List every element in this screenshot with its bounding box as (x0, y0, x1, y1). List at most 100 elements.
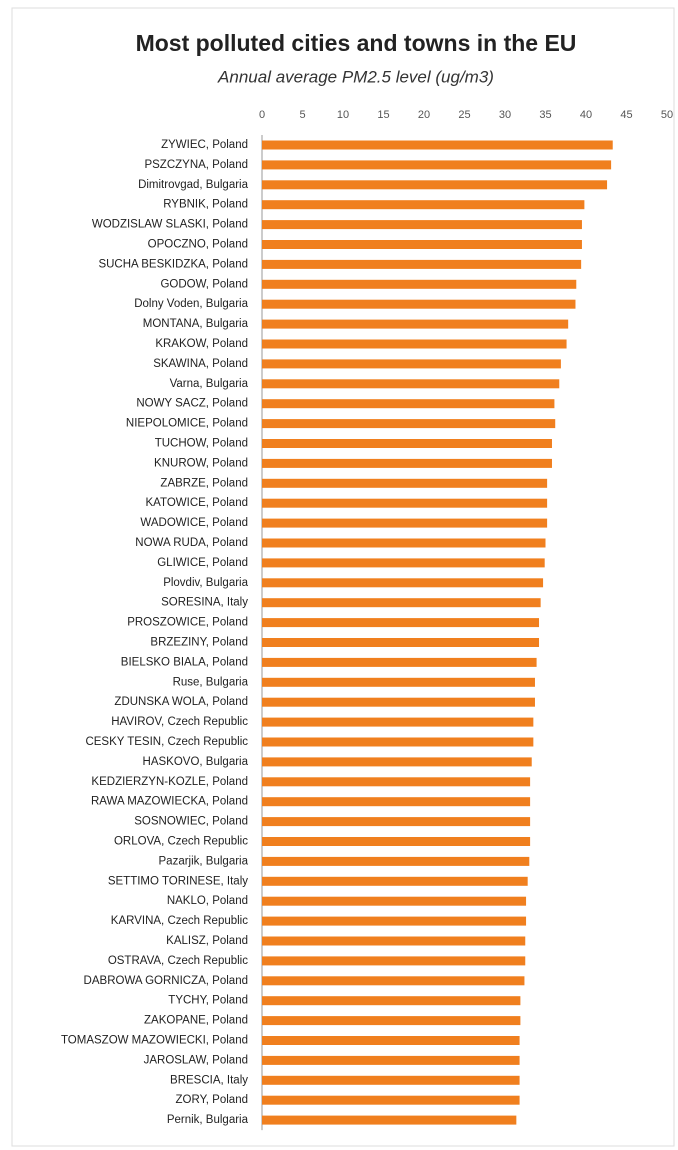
bar (262, 1036, 520, 1045)
bar (262, 498, 548, 508)
y-tick-label: RAWA MAZOWIECKA, Poland (91, 796, 248, 808)
x-tick-label: 10 (337, 109, 349, 121)
bar (262, 399, 555, 409)
bar (262, 1115, 517, 1125)
y-tick-label: PROSZOWICE, Poland (127, 617, 248, 629)
bar (262, 717, 534, 727)
y-tick-label: ZDUNSKA WOLA, Poland (114, 696, 248, 708)
bar (262, 558, 545, 568)
bar (262, 220, 582, 230)
bar (262, 757, 532, 767)
y-tick-label: OPOCZNO, Poland (148, 239, 248, 251)
y-tick-label: RYBNIK, Poland (163, 199, 248, 211)
x-tick-label: 30 (499, 109, 511, 121)
bar (262, 538, 546, 548)
x-tick-label: 5 (299, 109, 305, 121)
chart-title: Most polluted cities and towns in the EU (136, 30, 577, 56)
bar (262, 299, 576, 309)
x-tick-label: 35 (539, 109, 551, 121)
bar (262, 259, 582, 269)
y-tick-label: GODOW, Poland (160, 278, 248, 290)
x-tick-label: 45 (620, 109, 632, 121)
y-tick-label: NOWA RUDA, Poland (135, 537, 248, 549)
bar (262, 140, 613, 150)
bar (262, 1095, 520, 1105)
bar (262, 359, 561, 369)
y-tick-label: ZYWIEC, Poland (161, 139, 248, 151)
y-tick-label: SUCHA BESKIDZKA, Poland (98, 258, 248, 270)
y-tick-label: SORESINA, Italy (161, 597, 248, 609)
bar (262, 1016, 521, 1026)
bar (262, 339, 567, 349)
bar (262, 379, 560, 389)
y-tick-label: HASKOVO, Bulgaria (143, 756, 249, 768)
y-tick-label: CESKY TESIN, Czech Republic (85, 736, 248, 748)
x-tick-label: 20 (418, 109, 430, 121)
bar (262, 996, 521, 1006)
x-tick-label: 0 (259, 109, 265, 121)
bar (262, 439, 552, 448)
bar (262, 240, 582, 249)
bar (262, 200, 585, 210)
y-tick-label: BRESCIA, Italy (170, 1074, 248, 1086)
bar (262, 518, 548, 528)
y-tick-label: KRAKOW, Poland (155, 338, 248, 350)
y-tick-label: ORLOVA, Czech Republic (114, 836, 248, 848)
bar (262, 657, 537, 667)
y-tick-label: BRZEZINY, Poland (150, 637, 248, 649)
y-tick-label: OSTRAVA, Czech Republic (108, 955, 248, 967)
x-tick-label: 40 (580, 109, 592, 121)
bar (262, 896, 527, 906)
bar (262, 458, 552, 468)
y-tick-label: NAKLO, Poland (167, 895, 248, 907)
y-tick-label: TYCHY, Poland (168, 995, 248, 1007)
y-tick-label: SKAWINA, Poland (153, 358, 248, 370)
bar (262, 737, 534, 747)
bar (262, 1075, 520, 1085)
y-tick-label: KEDZIERZYN-KOZLE, Poland (91, 776, 248, 788)
bar (262, 618, 540, 628)
y-tick-label: Plovdiv, Bulgaria (163, 577, 248, 589)
bar (262, 777, 531, 787)
bar (262, 279, 577, 289)
y-tick-label: KATOWICE, Poland (146, 497, 248, 509)
y-tick-label: SOSNOWIEC, Poland (134, 816, 248, 828)
y-tick-label: KARVINA, Czech Republic (111, 915, 248, 927)
x-tick-label: 25 (458, 109, 470, 121)
y-tick-label: BIELSKO BIALA, Poland (121, 656, 248, 668)
bar (262, 638, 540, 647)
y-tick-label: Dimitrovgad, Bulgaria (138, 179, 249, 191)
y-tick-label: Varna, Bulgaria (170, 378, 249, 390)
bar (262, 1055, 520, 1065)
y-tick-label: NOWY SACZ, Poland (136, 398, 248, 410)
bar (262, 936, 526, 946)
y-tick-label: PSZCZYNA, Poland (144, 159, 248, 171)
bar (262, 419, 556, 429)
y-tick-label: ZABRZE, Poland (160, 477, 248, 489)
bar (262, 697, 535, 707)
y-tick-label: Ruse, Bulgaria (173, 676, 249, 688)
y-tick-label: Pernik, Bulgaria (167, 1114, 249, 1126)
bar (262, 180, 608, 190)
bar (262, 856, 530, 866)
y-tick-label: NIEPOLOMICE, Poland (126, 418, 248, 430)
y-tick-label: TOMASZOW MAZOWIECKI, Poland (61, 1035, 248, 1047)
bar (262, 817, 531, 827)
chart-subtitle: Annual average PM2.5 level (ug/m3) (217, 67, 494, 86)
y-tick-label: HAVIROV, Czech Republic (111, 716, 248, 728)
y-tick-label: JAROSLAW, Poland (144, 1054, 248, 1066)
y-tick-label: GLIWICE, Poland (157, 557, 248, 569)
y-tick-label: DABROWA GORNICZA, Poland (84, 975, 248, 987)
y-tick-label: ZAKOPANE, Poland (144, 1015, 248, 1027)
x-tick-label: 50 (661, 109, 673, 121)
bar (262, 876, 528, 886)
y-tick-label: KNUROW, Poland (154, 457, 248, 469)
y-tick-label: TUCHOW, Poland (155, 438, 248, 450)
bar (262, 598, 541, 608)
y-tick-label: WADOWICE, Poland (140, 517, 248, 529)
bar (262, 319, 569, 329)
y-tick-label: MONTANA, Bulgaria (143, 318, 249, 330)
y-tick-label: KALISZ, Poland (166, 935, 248, 947)
bar (262, 976, 525, 986)
